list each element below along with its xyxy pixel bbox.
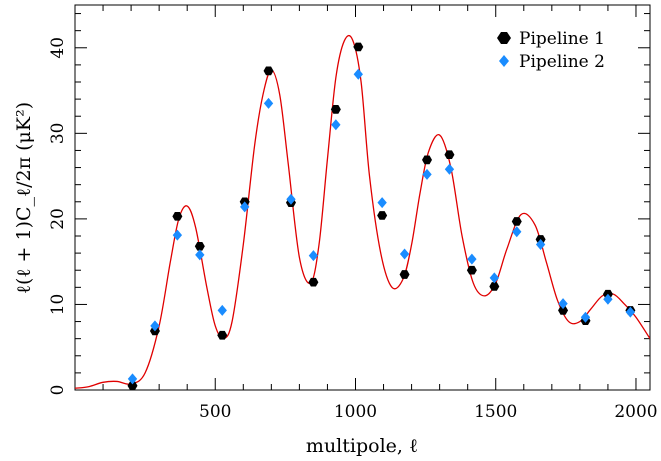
- legend-marker-pipeline-2: [499, 55, 509, 67]
- pipeline-2-point: [625, 306, 636, 318]
- y-tick-label: 30: [48, 123, 68, 145]
- pipeline-1-point: [217, 330, 228, 340]
- pipeline-2-point: [172, 229, 183, 241]
- pipeline-1-point: [308, 277, 319, 287]
- axis-ticks: [75, 5, 650, 391]
- y-axis-title: ℓ(ℓ + 1)C_ℓ/2π (μK²): [13, 102, 35, 294]
- pipeline-2-point: [286, 193, 296, 205]
- pipeline-1-point: [353, 42, 364, 52]
- pipeline-2-point: [217, 304, 227, 316]
- pipeline-2-point: [150, 320, 160, 332]
- pipeline-2-point: [512, 226, 522, 238]
- legend-label-pipeline-1: Pipeline 1: [519, 29, 605, 49]
- pipeline-2-point: [580, 311, 591, 323]
- pipeline-1-point: [489, 282, 500, 291]
- pipeline-1-point: [422, 155, 433, 165]
- pipeline-1-point: [558, 306, 569, 315]
- pipeline-2-point: [263, 97, 274, 109]
- pipeline-2-point: [127, 373, 138, 385]
- pipeline-1-point: [330, 105, 341, 114]
- legend-marker-pipeline-1: [497, 32, 511, 44]
- model-curve-layer: [75, 34, 650, 389]
- pipeline-2-point: [377, 197, 387, 209]
- pipeline-2-point: [195, 249, 205, 261]
- x-axis-title: multipole, ℓ: [306, 435, 418, 457]
- y-tick-label: 0: [48, 385, 68, 396]
- x-tick-label: 2000: [614, 402, 657, 422]
- pipeline-2-point: [422, 168, 432, 180]
- pipeline-2-point: [603, 293, 613, 305]
- pipeline-1-point: [466, 265, 477, 275]
- pipeline-1-point: [399, 270, 410, 279]
- pipeline-1-point: [172, 211, 183, 221]
- data-points-layer: [127, 42, 636, 391]
- y-tick-label: 20: [48, 208, 68, 230]
- pipeline-1-point: [444, 150, 455, 160]
- pipeline-2-point: [399, 248, 410, 260]
- model-curve: [75, 34, 650, 389]
- pipeline-2-point: [308, 250, 319, 262]
- pipeline-1-point: [511, 217, 522, 226]
- x-tick-label: 1000: [334, 402, 377, 422]
- x-tick-label: 1500: [474, 402, 517, 422]
- pipeline-1-point: [127, 381, 138, 391]
- plot-frame: [74, 4, 651, 391]
- tick-labels: 500 1000 1500 2000 0 10 20 30 40: [48, 37, 658, 422]
- legend-label-pipeline-2: Pipeline 2: [519, 52, 605, 72]
- pipeline-2-point: [467, 253, 477, 265]
- pipeline-2-point: [558, 298, 568, 310]
- pipeline-2-point: [331, 119, 341, 131]
- pipeline-2-point: [489, 272, 500, 284]
- pipeline-2-point: [353, 68, 363, 80]
- pipeline-2-point: [535, 239, 546, 251]
- y-tick-label: 10: [48, 294, 68, 316]
- pipeline-1-point: [377, 211, 388, 220]
- y-tick-label: 40: [48, 37, 68, 59]
- pipeline-1-point: [263, 66, 274, 76]
- legend: Pipeline 1 Pipeline 2: [497, 29, 605, 72]
- pipeline-2-point: [240, 201, 250, 213]
- pipeline-2-point: [444, 163, 455, 175]
- x-tick-label: 500: [199, 402, 231, 422]
- pipeline-1-point: [194, 241, 205, 251]
